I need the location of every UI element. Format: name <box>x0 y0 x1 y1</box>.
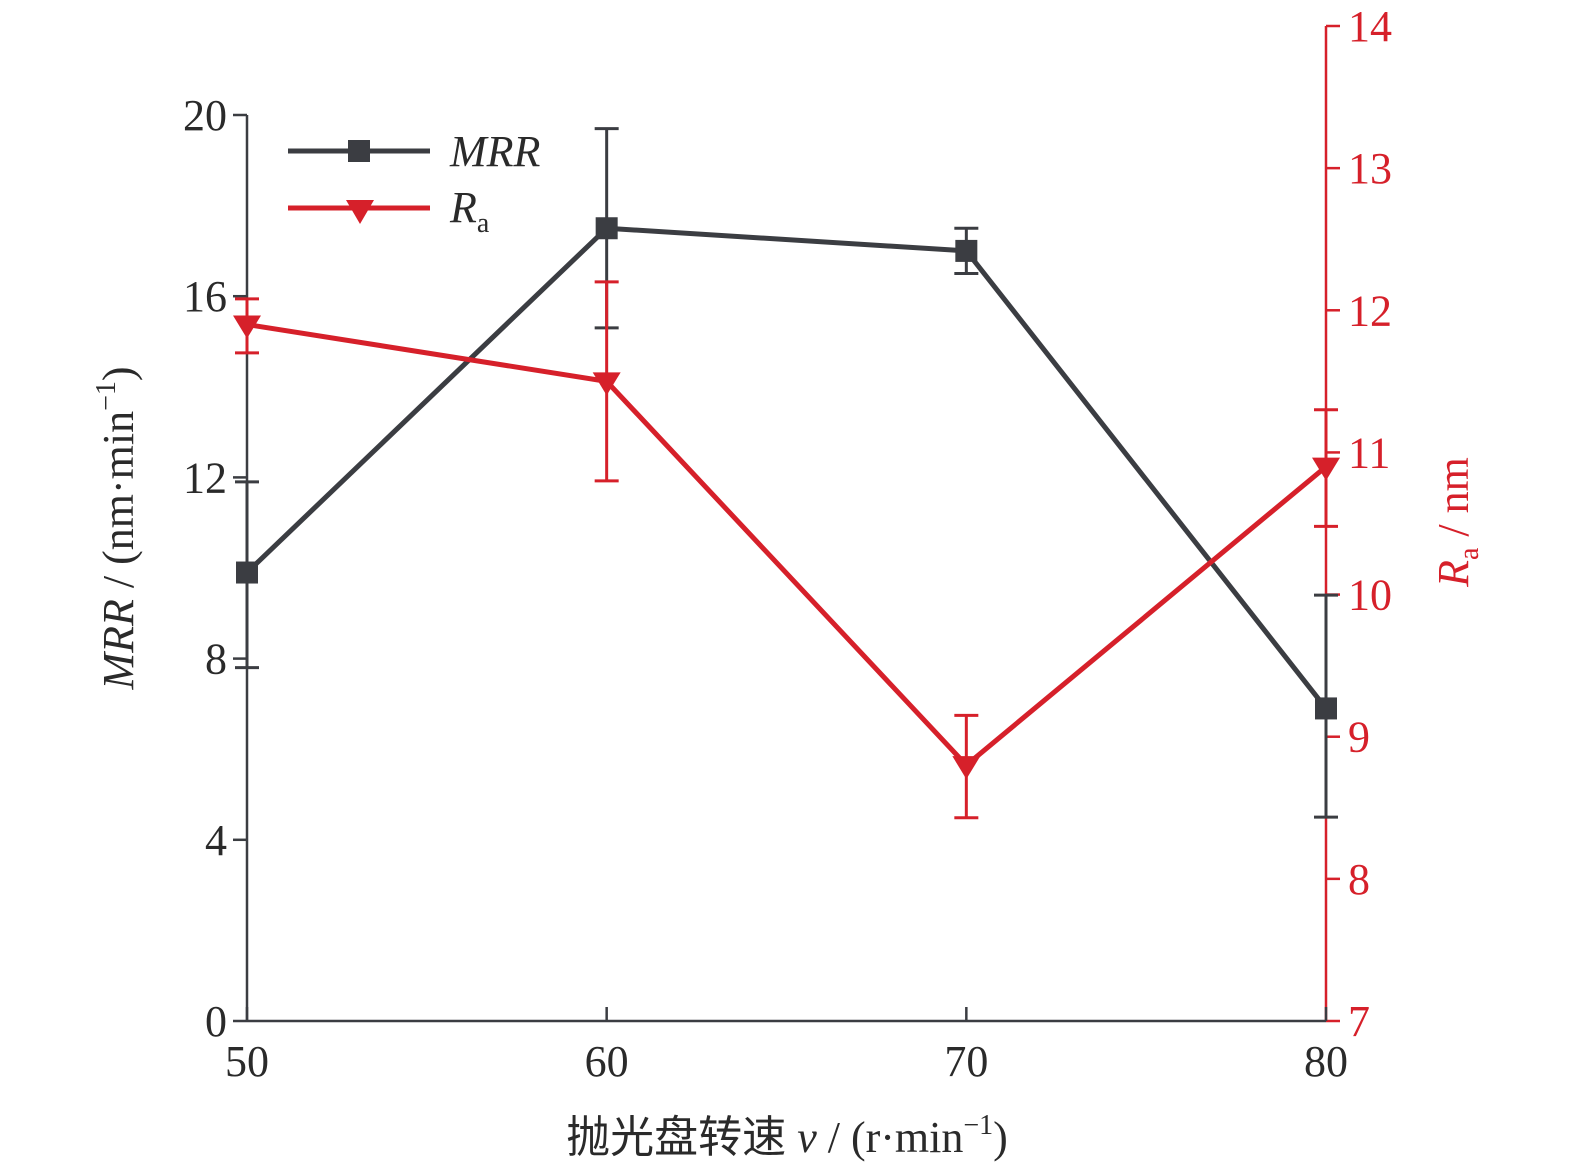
mrr-point <box>595 217 618 240</box>
right-y-tick-label: 7 <box>1348 997 1370 1046</box>
right-y-tick-label: 14 <box>1348 2 1392 51</box>
right-y-tick-label: 9 <box>1348 713 1370 762</box>
x-tick-label: 70 <box>944 1037 988 1086</box>
x-axis-title-prefix: 抛光盘转速 <box>566 1113 797 1162</box>
ra-point <box>952 756 981 780</box>
x-axis-title: 抛光盘转速 v / (r·min−1) <box>566 1110 1008 1162</box>
legend-mrr-marker <box>348 140 370 162</box>
x-tick-label: 50 <box>225 1037 269 1086</box>
legend-item-ra: Ra <box>288 183 490 239</box>
right-y-axis-title-italic: R <box>1429 560 1478 588</box>
left-y-tick-label: 0 <box>205 997 227 1046</box>
x-axis-title-rest: / (r·min <box>817 1113 964 1162</box>
ra-line <box>246 322 1328 768</box>
legend-ra-label-sub: a <box>477 208 490 239</box>
x-axis-title-italic: v <box>797 1113 817 1162</box>
legend-ra-marker <box>346 200 374 224</box>
right-y-tick-label: 8 <box>1348 855 1370 904</box>
legend-ra-label-main: R <box>449 183 477 232</box>
left-y-tick-label: 16 <box>183 272 227 321</box>
ra-point <box>1312 457 1340 481</box>
ra-point <box>592 372 621 396</box>
left-y-tick-label: 20 <box>183 91 227 140</box>
left-y-tick-label: 4 <box>205 816 227 865</box>
x-axis-title-end: ) <box>993 1113 1008 1162</box>
right-y-tick-label: 12 <box>1348 286 1392 335</box>
left-y-axis-ticks: 0 4 8 12 16 20 <box>183 91 247 1046</box>
right-y-tick-label: 10 <box>1348 571 1392 620</box>
left-y-axis-title-end: ) <box>94 366 143 381</box>
right-y-tick-label: 13 <box>1348 144 1392 193</box>
mrr-point <box>955 239 978 262</box>
legend-ra-label: Ra <box>449 183 490 239</box>
x-tick-label: 60 <box>585 1037 629 1086</box>
right-y-axis-ticks: 7 8 9 10 11 12 13 14 <box>1326 2 1392 1046</box>
left-y-axis-title-italic: MRR <box>94 599 143 691</box>
right-y-tick-label: 11 <box>1348 428 1390 477</box>
mrr-line <box>245 225 1328 710</box>
left-y-axis-title-sup: −1 <box>91 381 122 411</box>
left-y-axis-title: MRR / (nm·min−1) <box>91 366 143 690</box>
right-y-axis-title: Ra / nm <box>1429 457 1485 588</box>
x-tick-label: 80 <box>1304 1037 1348 1086</box>
left-y-tick-label: 12 <box>183 453 227 502</box>
series-ra <box>233 280 1340 820</box>
x-axis-title-sup: −1 <box>963 1110 993 1141</box>
left-y-tick-label: 8 <box>205 635 227 684</box>
right-y-axis-title-sub: a <box>1454 547 1485 560</box>
mrr-point <box>1315 697 1337 720</box>
legend: MRR Ra <box>288 127 541 239</box>
mrr-point <box>236 561 258 584</box>
ra-point <box>233 315 261 339</box>
right-y-axis-title-rest: / nm <box>1429 457 1478 547</box>
left-y-axis-title-rest: / (nm·min <box>94 411 143 599</box>
series-mrr <box>235 127 1338 819</box>
legend-item-mrr: MRR <box>288 127 541 176</box>
legend-mrr-label: MRR <box>449 127 541 176</box>
x-axis-ticks: 50 60 70 80 <box>225 1007 1348 1086</box>
plot-area <box>245 26 1328 1023</box>
